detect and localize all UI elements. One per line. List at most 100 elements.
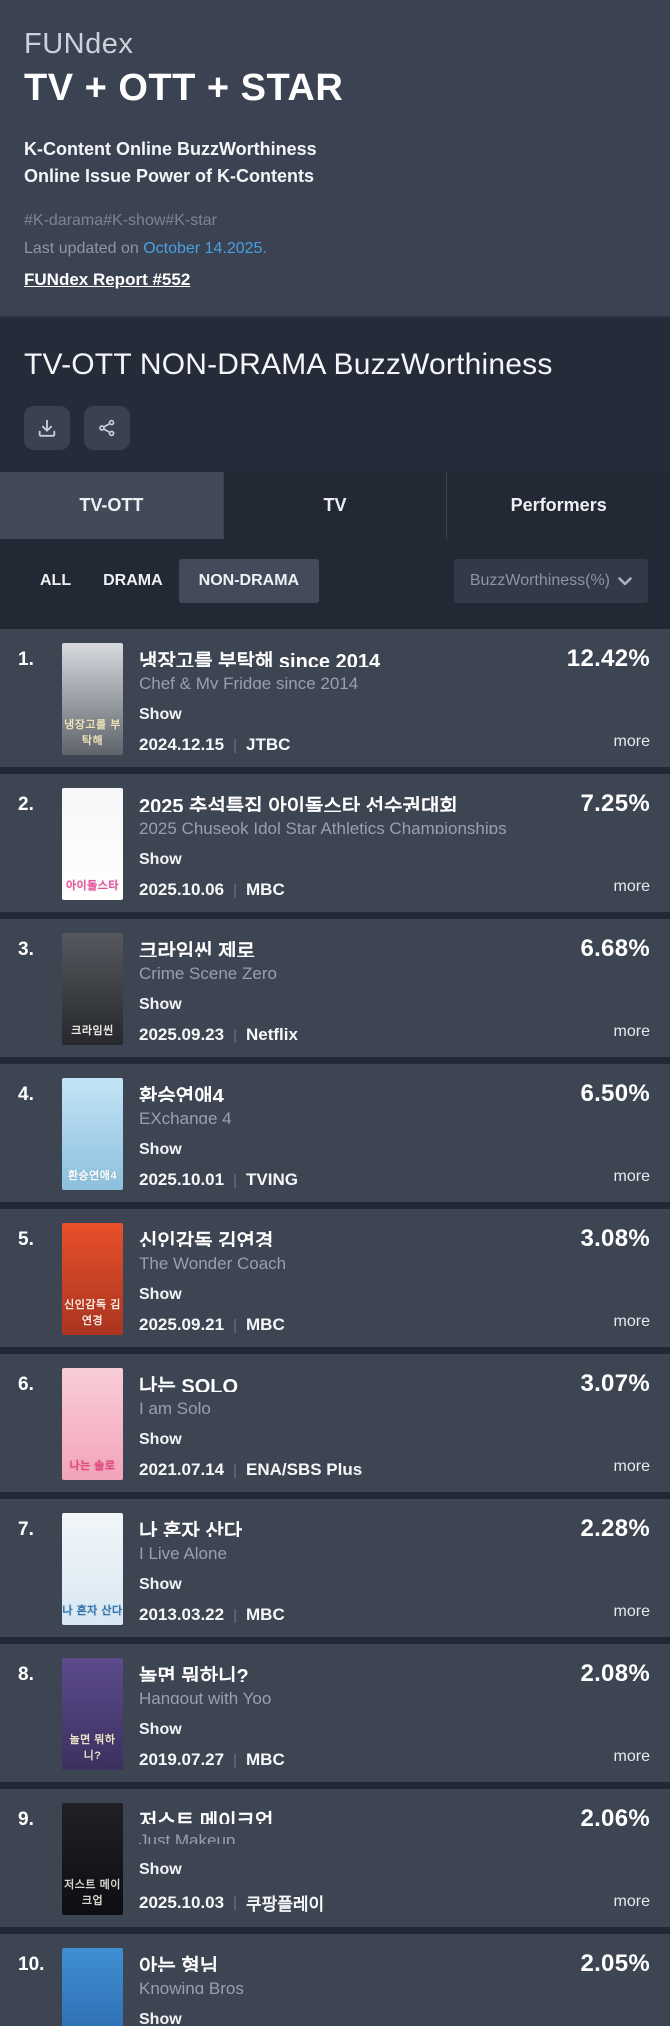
poster[interactable]: 신인감독 김연경	[62, 1223, 123, 1335]
last-updated-prefix: Last updated on	[24, 240, 144, 257]
download-icon	[38, 419, 56, 437]
rank-number: 3.	[18, 939, 34, 960]
buzz-percent: 6.50%	[580, 1080, 650, 1107]
rank-number: 10.	[18, 1954, 45, 1975]
more-link[interactable]: more	[613, 733, 650, 750]
content-type: Show	[139, 1721, 182, 1738]
more-link[interactable]: more	[613, 1313, 650, 1330]
filter-all[interactable]: ALL	[40, 572, 72, 589]
poster[interactable]: 나는 솔로	[62, 1368, 123, 1480]
tab-tv[interactable]: TV	[222, 472, 447, 539]
ranking-row: 9. 저스트 메이크업 저스트 메이크업 Just Makeup Show 20…	[0, 1789, 670, 1927]
more-link[interactable]: more	[613, 1603, 650, 1620]
filter-drama[interactable]: DRAMA	[103, 572, 163, 589]
show-subtitle-en: 2025 Chuseok Idol Star Athletics Champio…	[139, 818, 507, 834]
channel: JTBC	[246, 735, 291, 754]
show-subtitle-en: EXchange 4	[139, 1108, 232, 1124]
meta-separator: |	[233, 881, 237, 899]
content-type: Show	[139, 1861, 182, 1878]
page-title: TV + OTT + STAR	[24, 67, 344, 109]
sort-dropdown[interactable]: BuzzWorthiness(%)	[453, 559, 648, 603]
main-tabs: TV-OTT TV Performers	[0, 472, 670, 539]
more-link[interactable]: more	[613, 1893, 650, 1910]
last-updated: Last updated on October 14.2025.	[24, 240, 646, 258]
content-type: Show	[139, 1286, 182, 1303]
show-info: 아는 형님 Knowing Bros Show 2015.12.05 | JTB…	[123, 1948, 558, 2026]
rank-number: 5.	[18, 1229, 34, 1250]
ranking-row: 3. 크라임씬 크라임씬 제로 Crime Scene Zero Show 20…	[0, 919, 670, 1057]
air-date: 2021.07.14	[139, 1460, 225, 1479]
content-type: Show	[139, 1141, 182, 1158]
hashtags: #K-darama#K-show#K-star	[24, 212, 217, 229]
more-link[interactable]: more	[613, 1023, 650, 1040]
air-date: 2013.03.22	[139, 1605, 225, 1624]
filter-non-drama[interactable]: NON-DRAMA	[178, 559, 320, 603]
show-subtitle-en: I am Solo	[139, 1398, 211, 1414]
tab-performers[interactable]: Performers	[446, 472, 670, 539]
poster[interactable]: 아이돌스타	[62, 788, 123, 900]
meta-separator: |	[233, 1026, 237, 1044]
report-link[interactable]: FUNdex Report #552	[24, 270, 191, 289]
download-button[interactable]	[24, 406, 70, 450]
show-subtitle-en: Chef & My Fridge since 2014	[139, 673, 359, 689]
show-title[interactable]: 크라임씬 제로	[139, 941, 255, 957]
poster-label: 환승연애4	[67, 1170, 118, 1182]
last-updated-date: October 14.2025.	[143, 240, 267, 257]
row-right: 2.08% more	[558, 1658, 650, 1770]
show-subtitle-en: Hangout with Yoo	[139, 1688, 272, 1704]
show-title[interactable]: 나 혼자 산다	[139, 1521, 243, 1537]
more-link[interactable]: more	[613, 1458, 650, 1475]
poster[interactable]: 환승연애4	[62, 1078, 123, 1190]
air-date: 2025.10.03	[139, 1892, 225, 1912]
content-type: Show	[139, 706, 182, 723]
meta-separator: |	[233, 736, 237, 754]
poster[interactable]: 나 혼자 산다	[62, 1513, 123, 1625]
channel: TVING	[246, 1170, 298, 1189]
buzz-percent: 6.68%	[580, 935, 650, 962]
ranking-section: TV-OTT NON-DRAMA BuzzWorthiness TV-OTT T…	[0, 318, 670, 629]
rank-number: 9.	[18, 1809, 34, 1830]
ranking-row: 8. 놀면 뭐하니? 놀면 뭐하니? Hangout with Yoo Show…	[0, 1644, 670, 1782]
show-info: 환승연애4 EXchange 4 Show 2025.10.01 | TVING	[123, 1078, 558, 1190]
show-info: 놀면 뭐하니? Hangout with Yoo Show 2019.07.27…	[123, 1658, 558, 1770]
poster-label: 놀면 뭐하니?	[69, 1734, 116, 1762]
show-title[interactable]: 놀면 뭐하니?	[139, 1666, 249, 1682]
show-meta: 2021.07.14 | ENA/SBS Plus	[139, 1460, 558, 1480]
row-right: 6.68% more	[558, 933, 650, 1045]
show-title[interactable]: 냉장고를 부탁해 since 2014	[139, 651, 381, 667]
rank-number: 8.	[18, 1664, 34, 1685]
show-title[interactable]: 2025 추석특집 아이돌스타 선수권대회	[139, 796, 458, 812]
row-right: 2.28% more	[558, 1513, 650, 1625]
ranking-row: 7. 나 혼자 산다 나 혼자 산다 I Live Alone Show 201…	[0, 1499, 670, 1637]
show-title[interactable]: 환승연애4	[139, 1086, 224, 1102]
ranking-row: 4. 환승연애4 환승연애4 EXchange 4 Show 2025.10.0…	[0, 1064, 670, 1202]
show-title[interactable]: 나는 SOLO	[139, 1376, 239, 1392]
poster[interactable]: 저스트 메이크업	[62, 1803, 123, 1915]
poster-label: 신인감독 김연경	[64, 1299, 121, 1327]
tab-tv-ott[interactable]: TV-OTT	[0, 472, 223, 539]
hero-subtitle-line1: K-Content Online BuzzWorthiness	[24, 139, 317, 159]
show-meta: 2025.10.01 | TVING	[139, 1170, 558, 1190]
show-meta: 2025.10.03 | 쿠팡플레이	[139, 1890, 558, 1915]
show-title[interactable]: 아는 형님	[139, 1956, 219, 1972]
poster[interactable]: 냉장고를 부탁해	[62, 643, 123, 755]
show-info: 2025 추석특집 아이돌스타 선수권대회 2025 Chuseok Idol …	[123, 788, 558, 900]
poster-label: 나 혼자 산다	[62, 1605, 123, 1617]
more-link[interactable]: more	[613, 1168, 650, 1185]
action-row	[0, 382, 670, 472]
poster[interactable]: 크라임씬	[62, 933, 123, 1045]
show-info: 크라임씬 제로 Crime Scene Zero Show 2025.09.23…	[123, 933, 558, 1045]
more-link[interactable]: more	[613, 1748, 650, 1765]
more-link[interactable]: more	[613, 878, 650, 895]
meta-separator: |	[233, 1894, 237, 1911]
show-meta: 2025.09.23 | Netflix	[139, 1025, 558, 1045]
air-date: 2025.09.21	[139, 1315, 225, 1334]
poster-label: 저스트 메이크업	[64, 1879, 121, 1907]
show-title[interactable]: 저스트 메이크업	[139, 1811, 274, 1824]
show-title[interactable]: 신인감독 김연경	[139, 1231, 274, 1247]
poster-label: 크라임씬	[71, 1025, 114, 1037]
hero-subtitle: K-Content Online BuzzWorthiness Online I…	[24, 136, 646, 190]
poster[interactable]: 놀면 뭐하니?	[62, 1658, 123, 1770]
share-button[interactable]	[84, 406, 130, 450]
